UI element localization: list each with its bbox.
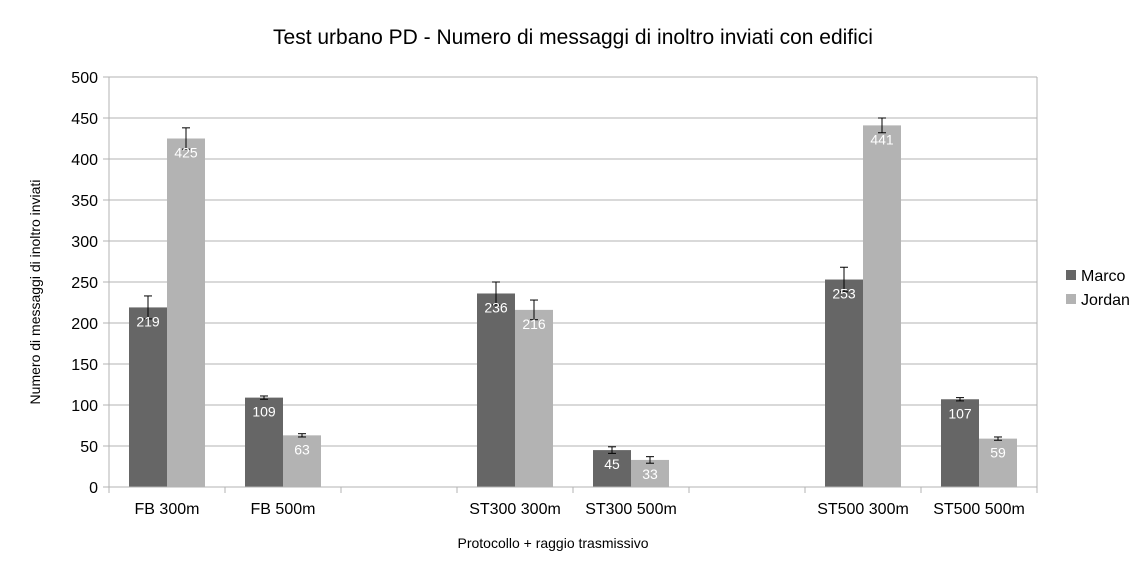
y-tick-label: 150 <box>71 357 98 374</box>
bar <box>631 459 669 487</box>
data-label: 236 <box>484 299 508 315</box>
legend-label: Jordan <box>1081 292 1130 309</box>
data-label: 253 <box>832 286 856 302</box>
x-tick-label: FB 500m <box>251 501 316 518</box>
y-tick-label: 100 <box>71 398 98 415</box>
data-label: 216 <box>522 316 546 332</box>
bar <box>167 138 205 487</box>
bar <box>283 435 321 487</box>
x-tick-label: ST500 500m <box>933 501 1025 518</box>
x-tick-label: ST500 300m <box>817 501 909 518</box>
bar <box>593 450 631 487</box>
data-label: 441 <box>870 131 894 147</box>
bar <box>515 309 553 487</box>
y-tick-label: 350 <box>71 193 98 210</box>
legend-label: Marco <box>1081 268 1126 285</box>
data-label: 107 <box>948 405 972 421</box>
y-tick-label: 250 <box>71 275 98 292</box>
legend: Marco Jordan <box>1066 268 1130 309</box>
legend-swatch <box>1066 270 1076 280</box>
bar <box>477 293 515 487</box>
bar <box>129 307 167 487</box>
y-tick-label: 0 <box>89 480 98 497</box>
data-label: 109 <box>252 404 276 420</box>
x-tick-label: FB 300m <box>135 501 200 518</box>
data-label: 45 <box>604 456 620 472</box>
bar <box>979 438 1017 487</box>
y-tick-label: 500 <box>71 70 98 87</box>
bar <box>863 125 901 487</box>
x-tick-label: ST300 500m <box>585 501 677 518</box>
data-label: 219 <box>136 313 160 329</box>
data-label: 59 <box>990 445 1006 461</box>
y-axis-label: Numero di messaggi di inoltro inviati <box>27 180 43 405</box>
legend-swatch <box>1066 294 1076 304</box>
plot-area: 0 50 100 150 200 250 300 350 400 450 500 FB 300m FB … <box>71 70 1038 518</box>
y-tick-label: 300 <box>71 234 98 251</box>
y-tick-label: 200 <box>71 316 98 333</box>
bar <box>941 399 979 487</box>
data-label: 63 <box>294 441 310 457</box>
x-tick-label: ST300 300m <box>469 501 561 518</box>
x-axis-label: Protocollo + raggio trasmissivo <box>457 535 648 551</box>
bar <box>825 279 863 487</box>
y-tick-label: 450 <box>71 111 98 128</box>
y-tick-label: 50 <box>80 439 98 456</box>
y-tick-label: 400 <box>71 152 98 169</box>
data-label: 33 <box>642 466 658 482</box>
bar <box>245 397 283 487</box>
chart-title: Test urbano PD - Numero di messaggi di i… <box>273 26 873 49</box>
data-label: 425 <box>174 145 198 161</box>
